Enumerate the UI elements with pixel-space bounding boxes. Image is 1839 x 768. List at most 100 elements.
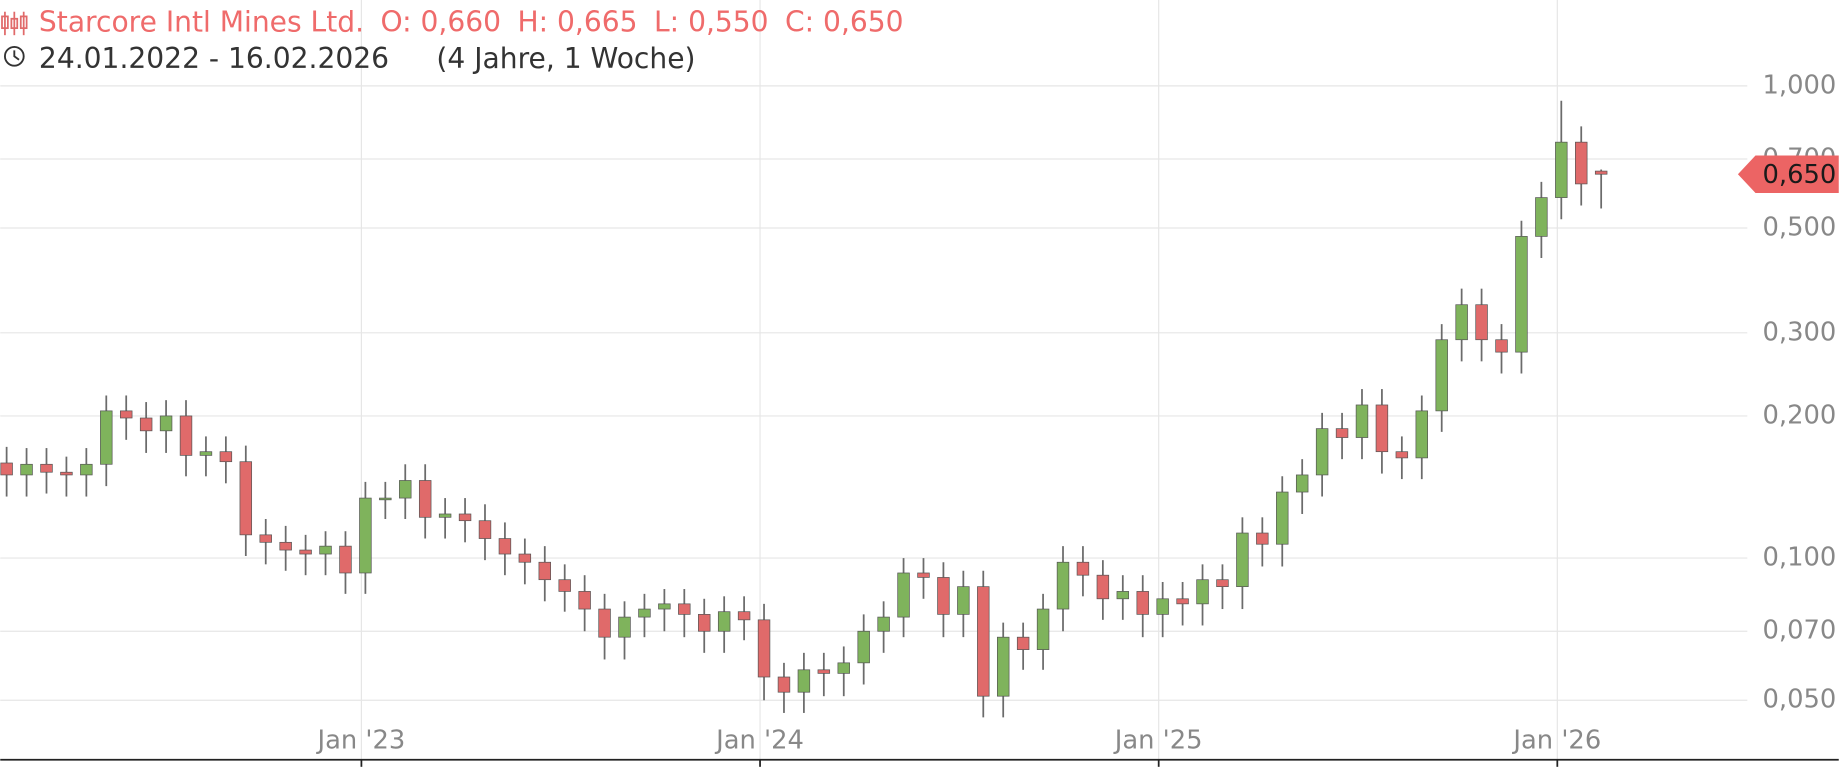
candle-body	[1335, 428, 1349, 438]
candle-body	[658, 603, 671, 610]
last-price-label: 0,650	[1763, 160, 1837, 190]
candle-body	[1575, 141, 1588, 185]
candle-body	[1016, 636, 1030, 650]
candle-body	[1315, 428, 1329, 476]
candle-body	[478, 520, 492, 539]
candle-body	[1236, 532, 1249, 588]
y-tick-label: 0,300	[1763, 317, 1837, 347]
candle-body	[1136, 591, 1149, 615]
candle-body	[1555, 141, 1568, 198]
candle-body	[399, 480, 412, 499]
y-tick-label: 0,500	[1763, 213, 1837, 243]
labels: 1,0000,7000,5000,3000,2000,1000,0700,050…	[315, 70, 1839, 767]
clock-icon	[3, 45, 25, 67]
candle-body	[1455, 304, 1468, 341]
candle-body	[1256, 532, 1269, 545]
candle-body	[299, 549, 312, 555]
candle-body	[1435, 339, 1448, 412]
y-tick-label: 0,200	[1763, 400, 1837, 430]
candle-body	[1475, 304, 1488, 341]
candle-body	[119, 410, 133, 419]
candle-body	[817, 669, 831, 674]
candle-body	[339, 545, 352, 574]
candle-body	[259, 534, 272, 543]
ohlc-label: O: 0,660	[380, 5, 501, 38]
candle-body	[1515, 236, 1528, 353]
candle-body	[957, 586, 970, 615]
candle-body	[1276, 491, 1289, 545]
candle-body	[1535, 197, 1548, 237]
candle-body	[239, 461, 253, 536]
candle-body	[837, 662, 850, 674]
ohlc-label: L: 0,550	[654, 5, 769, 38]
candle-body	[518, 553, 532, 563]
duration: (4 Jahre, 1 Woche)	[436, 42, 695, 75]
x-tick-label: Jan '23	[315, 726, 405, 756]
candle-body	[1116, 591, 1130, 600]
y-tick-label: 1,000	[1763, 70, 1837, 100]
candle-body	[917, 572, 930, 578]
candle-body	[498, 538, 512, 555]
candle-body	[977, 586, 990, 697]
candle-body	[1036, 608, 1050, 650]
chart-title: Starcore Intl Mines Ltd.	[39, 5, 364, 38]
candle-body	[159, 415, 173, 432]
candle-body	[139, 417, 153, 432]
candle-body	[1355, 404, 1369, 438]
candle-body	[618, 616, 631, 638]
candle-body	[1375, 404, 1389, 453]
candle-body	[598, 608, 611, 638]
candle-body	[1216, 579, 1229, 588]
x-tick-label: Jan '26	[1511, 726, 1601, 756]
candle-body	[1176, 598, 1189, 605]
candle-body	[319, 545, 332, 555]
candle-body	[757, 619, 771, 678]
x-tick-label: Jan '25	[1113, 726, 1203, 756]
candle-body	[1295, 474, 1309, 493]
candle-body	[40, 463, 53, 473]
candles	[0, 100, 1608, 718]
last-price-tag	[1737, 155, 1839, 193]
candle-body	[0, 462, 13, 476]
candle-icon	[1, 11, 28, 36]
candle-body	[1415, 410, 1428, 459]
candle-body	[1196, 579, 1209, 605]
candle-body	[797, 669, 811, 693]
y-tick-label: 0,050	[1763, 685, 1837, 715]
candle-body	[1076, 561, 1090, 576]
y-tick-label: 0,070	[1763, 616, 1837, 646]
candle-body	[1156, 598, 1169, 615]
candle-body	[877, 616, 890, 632]
candle-body	[1395, 451, 1409, 459]
candle-body	[538, 561, 551, 581]
candle-body	[558, 579, 571, 592]
candle-body	[578, 591, 591, 610]
candle-body	[438, 513, 452, 518]
candle-body	[1594, 170, 1608, 175]
date-range: 24.01.2022 - 16.02.2026	[39, 42, 389, 75]
y-tick-label: 0,100	[1763, 543, 1837, 573]
candle-body	[897, 572, 910, 618]
candle-body	[737, 611, 751, 621]
candle-body	[678, 603, 691, 615]
candle-body	[179, 415, 193, 456]
candle-body	[199, 451, 213, 456]
candle-body	[219, 451, 233, 463]
candle-body	[777, 676, 791, 693]
candle-body	[717, 611, 731, 632]
candle-body	[698, 614, 711, 632]
x-tick-label: Jan '24	[714, 726, 804, 756]
candle-body	[100, 410, 113, 465]
candle-body	[458, 513, 472, 522]
candle-body	[359, 497, 372, 574]
candle-body	[279, 541, 292, 551]
candle-body	[937, 577, 950, 615]
candle-body	[418, 480, 432, 518]
candle-body	[1056, 561, 1070, 610]
candle-body	[80, 463, 93, 476]
ohlc-label: C: 0,650	[785, 5, 904, 38]
candle-body	[857, 630, 870, 664]
candle-body	[60, 471, 73, 476]
ohlc-label: H: 0,665	[517, 5, 637, 38]
